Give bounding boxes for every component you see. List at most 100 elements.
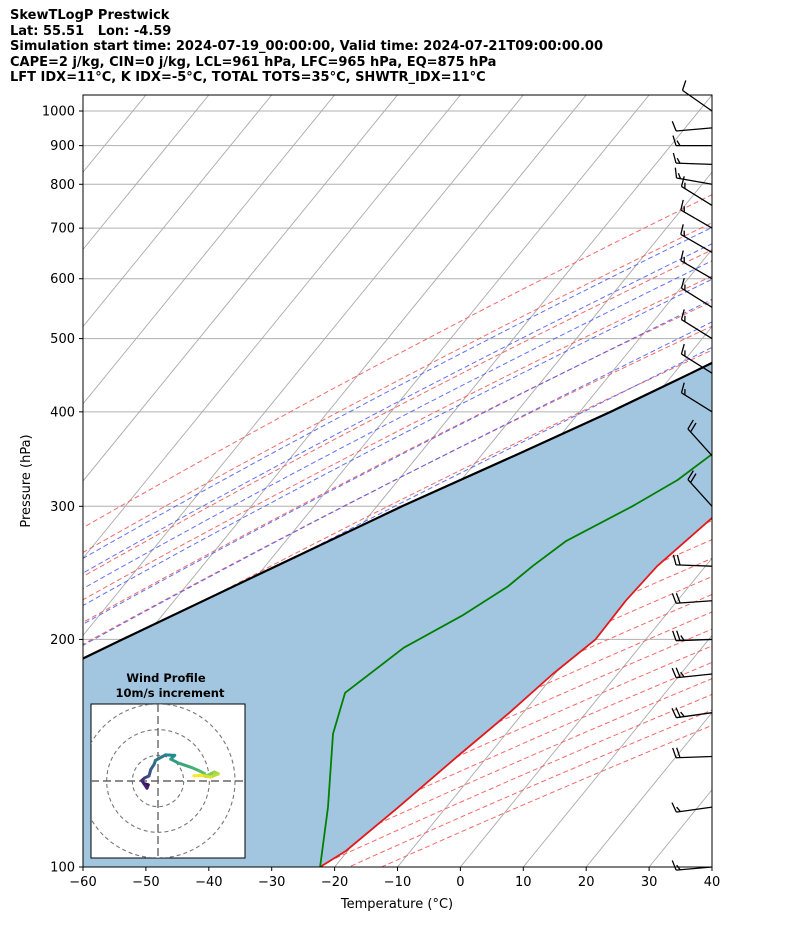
wind-barb-feather [687,470,694,480]
wind-barb-staff [681,287,713,308]
y-tick-label: 900 [50,139,75,154]
hodograph-title: Wind Profile [126,671,206,685]
wind-barb-feather [680,250,684,261]
wind-barb [680,343,713,374]
wind-barb-feather [680,711,685,717]
wind-barb-feather [676,140,681,146]
wind-barb-feather [680,309,685,320]
wind-barb [671,860,713,871]
x-axis-label: Temperature (°C) [340,897,453,912]
moist-adiabat-line [83,278,712,607]
dewpoint-line [319,453,712,867]
wind-barb-staff [675,162,713,166]
wind-barb-feather [671,707,677,718]
y-tick-label: 1000 [42,105,75,120]
wind-barb-staff [681,318,713,340]
x-tick-label: 40 [704,875,721,890]
y-tick-label: 200 [50,633,75,648]
dry-adiabat-line [83,249,712,578]
isotherm-line [83,95,587,714]
wind-barb-feather [676,630,681,641]
wind-barb-staff [675,638,713,642]
wind-barb-feather [671,593,677,604]
wind-barb [681,80,713,112]
wind-barb [680,176,713,207]
isotherm-line [83,95,210,251]
stability-indices-2: LFT IDX=11°C, K IDX=-5°C, TOTAL TOTS=35°… [10,70,486,86]
x-tick-label: 30 [641,875,658,890]
wind-barb-staff [676,600,713,604]
isotherm-line [522,634,712,867]
wind-barb-staff [676,866,713,871]
isotherm-line [83,95,524,637]
wind-barb [672,554,713,567]
hodograph-segment [140,778,149,790]
isotherm-line [397,480,712,867]
wind-barbs [671,80,713,871]
wind-barb-feather [672,554,677,566]
isotherm-line [460,557,712,867]
wind-barb-feather [680,176,685,187]
x-tick-label: −20 [321,875,348,890]
chart-title-block: SkewTLogP Prestwick Lat: 55.51 Lon: -4.5… [10,8,603,86]
x-tick-label: −10 [384,875,411,890]
wind-barb-feather [680,671,685,678]
wind-barb-feather [672,135,677,146]
wind-barb-feather [672,630,677,641]
hodograph-rings [91,704,245,858]
isotherm-line [83,95,398,482]
y-tick-label: 300 [50,500,75,515]
wind-barb [671,592,713,604]
wind-barb-feather [672,747,677,758]
wind-barb [674,167,713,185]
axis-ticks: −60 −50 −40 −30 −20 −10 0 10 20 30 40 1000 900 800 700… [42,105,720,890]
mixing-ratio-line [733,95,794,279]
x-tick-label: −40 [195,875,222,890]
isotherm-line [83,95,273,328]
wind-barb-feather [680,343,685,355]
isotherm-line [83,95,461,559]
x-tick-label: −50 [132,875,159,890]
temperature-line [319,516,712,867]
isotherm-line [585,711,712,867]
wind-barb-staff [682,89,713,112]
dry-adiabat-line [83,275,712,601]
isotherm-line [711,866,712,867]
moist-adiabat-line [83,226,712,559]
hodograph-segment [192,773,204,778]
wind-barb-feather [681,80,687,91]
wind-barb-staff [680,209,713,229]
wind-barb-feather [672,152,677,164]
dry-adiabat-line [283,678,712,867]
hodograph-subtitle: 10m/s increment [116,686,225,700]
wind-barb-feather [671,802,677,813]
y-tick-label: 400 [50,405,75,420]
wind-barb-staff [676,177,713,185]
wind-barb-staff [681,392,713,413]
wind-barb-feather [676,554,681,566]
wind-barb-staff [675,564,713,567]
wind-barb-staff [681,353,713,374]
wind-barb-feather [674,167,678,179]
wind-barb [672,747,713,759]
wind-barb [671,707,713,719]
wind-barb-staff [681,185,713,207]
simulation-times: Simulation start time: 2024-07-19_00:00:… [10,39,603,55]
wind-barb-feather [675,707,681,718]
dry-adiabat-line [316,693,712,867]
wind-barb-feather [680,635,685,641]
y-tick-label: 600 [50,272,75,287]
wind-barb [680,277,713,308]
wind-barb [680,199,713,229]
wind-barb-staff [687,428,713,457]
dry-adiabat-line [83,349,712,667]
wind-barb [687,419,713,457]
isotherm-line [83,95,84,96]
wind-barb-feather [690,473,697,483]
y-axis-label: Pressure (hPa) [19,434,34,527]
wind-barb-staff [676,127,713,132]
chart-title: SkewTLogP Prestwick [10,8,170,23]
isotherm-line [83,95,335,405]
wind-barb-feather [671,121,677,132]
